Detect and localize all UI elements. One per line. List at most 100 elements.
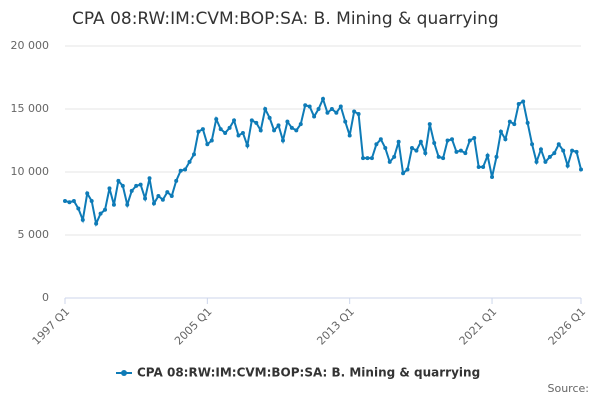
point bbox=[67, 200, 72, 205]
point bbox=[192, 152, 196, 157]
point bbox=[556, 142, 561, 147]
point bbox=[165, 190, 170, 195]
point bbox=[280, 138, 285, 143]
point bbox=[129, 188, 134, 193]
point bbox=[236, 133, 241, 138]
point bbox=[472, 135, 477, 140]
point bbox=[418, 139, 423, 144]
point bbox=[387, 159, 392, 164]
point bbox=[356, 112, 361, 117]
point bbox=[565, 163, 570, 168]
point bbox=[445, 138, 450, 143]
legend-marker bbox=[121, 370, 127, 376]
legend-label: CPA 08:RW:IM:CVM:BOP:SA: B. Mining & qua… bbox=[137, 366, 480, 380]
point bbox=[120, 183, 125, 188]
point bbox=[338, 104, 343, 109]
point bbox=[160, 197, 165, 202]
point bbox=[427, 122, 432, 127]
point bbox=[94, 221, 99, 226]
point bbox=[205, 142, 210, 147]
point bbox=[374, 142, 379, 147]
y-tick-label: 20 000 bbox=[11, 39, 50, 52]
point bbox=[574, 149, 579, 154]
point bbox=[151, 201, 156, 206]
point bbox=[463, 151, 468, 156]
point bbox=[543, 159, 548, 164]
point bbox=[579, 167, 583, 172]
point bbox=[467, 138, 472, 143]
point bbox=[214, 117, 219, 122]
point bbox=[227, 125, 232, 130]
point bbox=[200, 127, 205, 132]
point bbox=[481, 164, 486, 169]
point bbox=[485, 153, 490, 158]
point bbox=[98, 211, 103, 216]
point bbox=[352, 109, 357, 114]
point bbox=[218, 127, 223, 132]
point bbox=[361, 156, 366, 161]
x-tick-label: 1997 Q1 bbox=[30, 305, 73, 348]
point bbox=[347, 133, 352, 138]
point bbox=[547, 154, 552, 159]
point bbox=[538, 147, 543, 152]
point bbox=[365, 156, 370, 161]
point bbox=[530, 142, 535, 147]
point bbox=[521, 99, 526, 104]
point bbox=[525, 120, 530, 125]
point bbox=[187, 159, 192, 164]
x-tick-label: 2026 Q1 bbox=[546, 305, 589, 348]
point bbox=[516, 101, 521, 106]
x-tick-label: 2005 Q1 bbox=[172, 305, 215, 348]
point bbox=[490, 175, 495, 180]
point bbox=[396, 139, 401, 144]
point bbox=[272, 128, 277, 133]
point bbox=[498, 129, 503, 134]
y-tick-label: 15 000 bbox=[11, 102, 50, 115]
point bbox=[76, 206, 81, 211]
point bbox=[209, 138, 214, 143]
point bbox=[534, 159, 539, 164]
point bbox=[156, 193, 161, 198]
point bbox=[85, 191, 90, 196]
chart-title: CPA 08:RW:IM:CVM:BOP:SA: B. Mining & qua… bbox=[72, 9, 499, 29]
point bbox=[312, 114, 317, 119]
x-tick-label: 2021 Q1 bbox=[457, 305, 500, 348]
point bbox=[249, 118, 254, 123]
point bbox=[103, 207, 108, 212]
point bbox=[223, 130, 228, 135]
point bbox=[147, 176, 152, 181]
x-tick-label: 2013 Q1 bbox=[314, 305, 357, 348]
point bbox=[458, 148, 463, 153]
point bbox=[178, 168, 183, 173]
point bbox=[169, 193, 174, 198]
point bbox=[174, 178, 179, 183]
point bbox=[316, 107, 321, 111]
point bbox=[303, 103, 308, 108]
point bbox=[329, 107, 334, 111]
point bbox=[507, 119, 512, 124]
point bbox=[503, 137, 508, 142]
point bbox=[107, 186, 112, 191]
source: Source: bbox=[548, 382, 590, 395]
point bbox=[63, 198, 67, 203]
y-tick-label: 0 bbox=[42, 291, 49, 304]
point bbox=[476, 164, 481, 169]
point bbox=[111, 202, 116, 207]
point bbox=[125, 202, 130, 207]
point bbox=[325, 110, 330, 115]
point bbox=[71, 198, 76, 203]
point bbox=[240, 130, 245, 135]
point bbox=[378, 137, 383, 142]
point bbox=[294, 128, 299, 133]
point bbox=[454, 149, 459, 154]
point bbox=[285, 119, 290, 124]
point bbox=[298, 122, 303, 127]
point bbox=[276, 123, 281, 128]
point bbox=[267, 115, 272, 120]
point bbox=[570, 148, 575, 153]
point bbox=[183, 167, 188, 172]
point bbox=[232, 118, 237, 123]
point bbox=[512, 122, 517, 127]
point bbox=[116, 178, 121, 183]
